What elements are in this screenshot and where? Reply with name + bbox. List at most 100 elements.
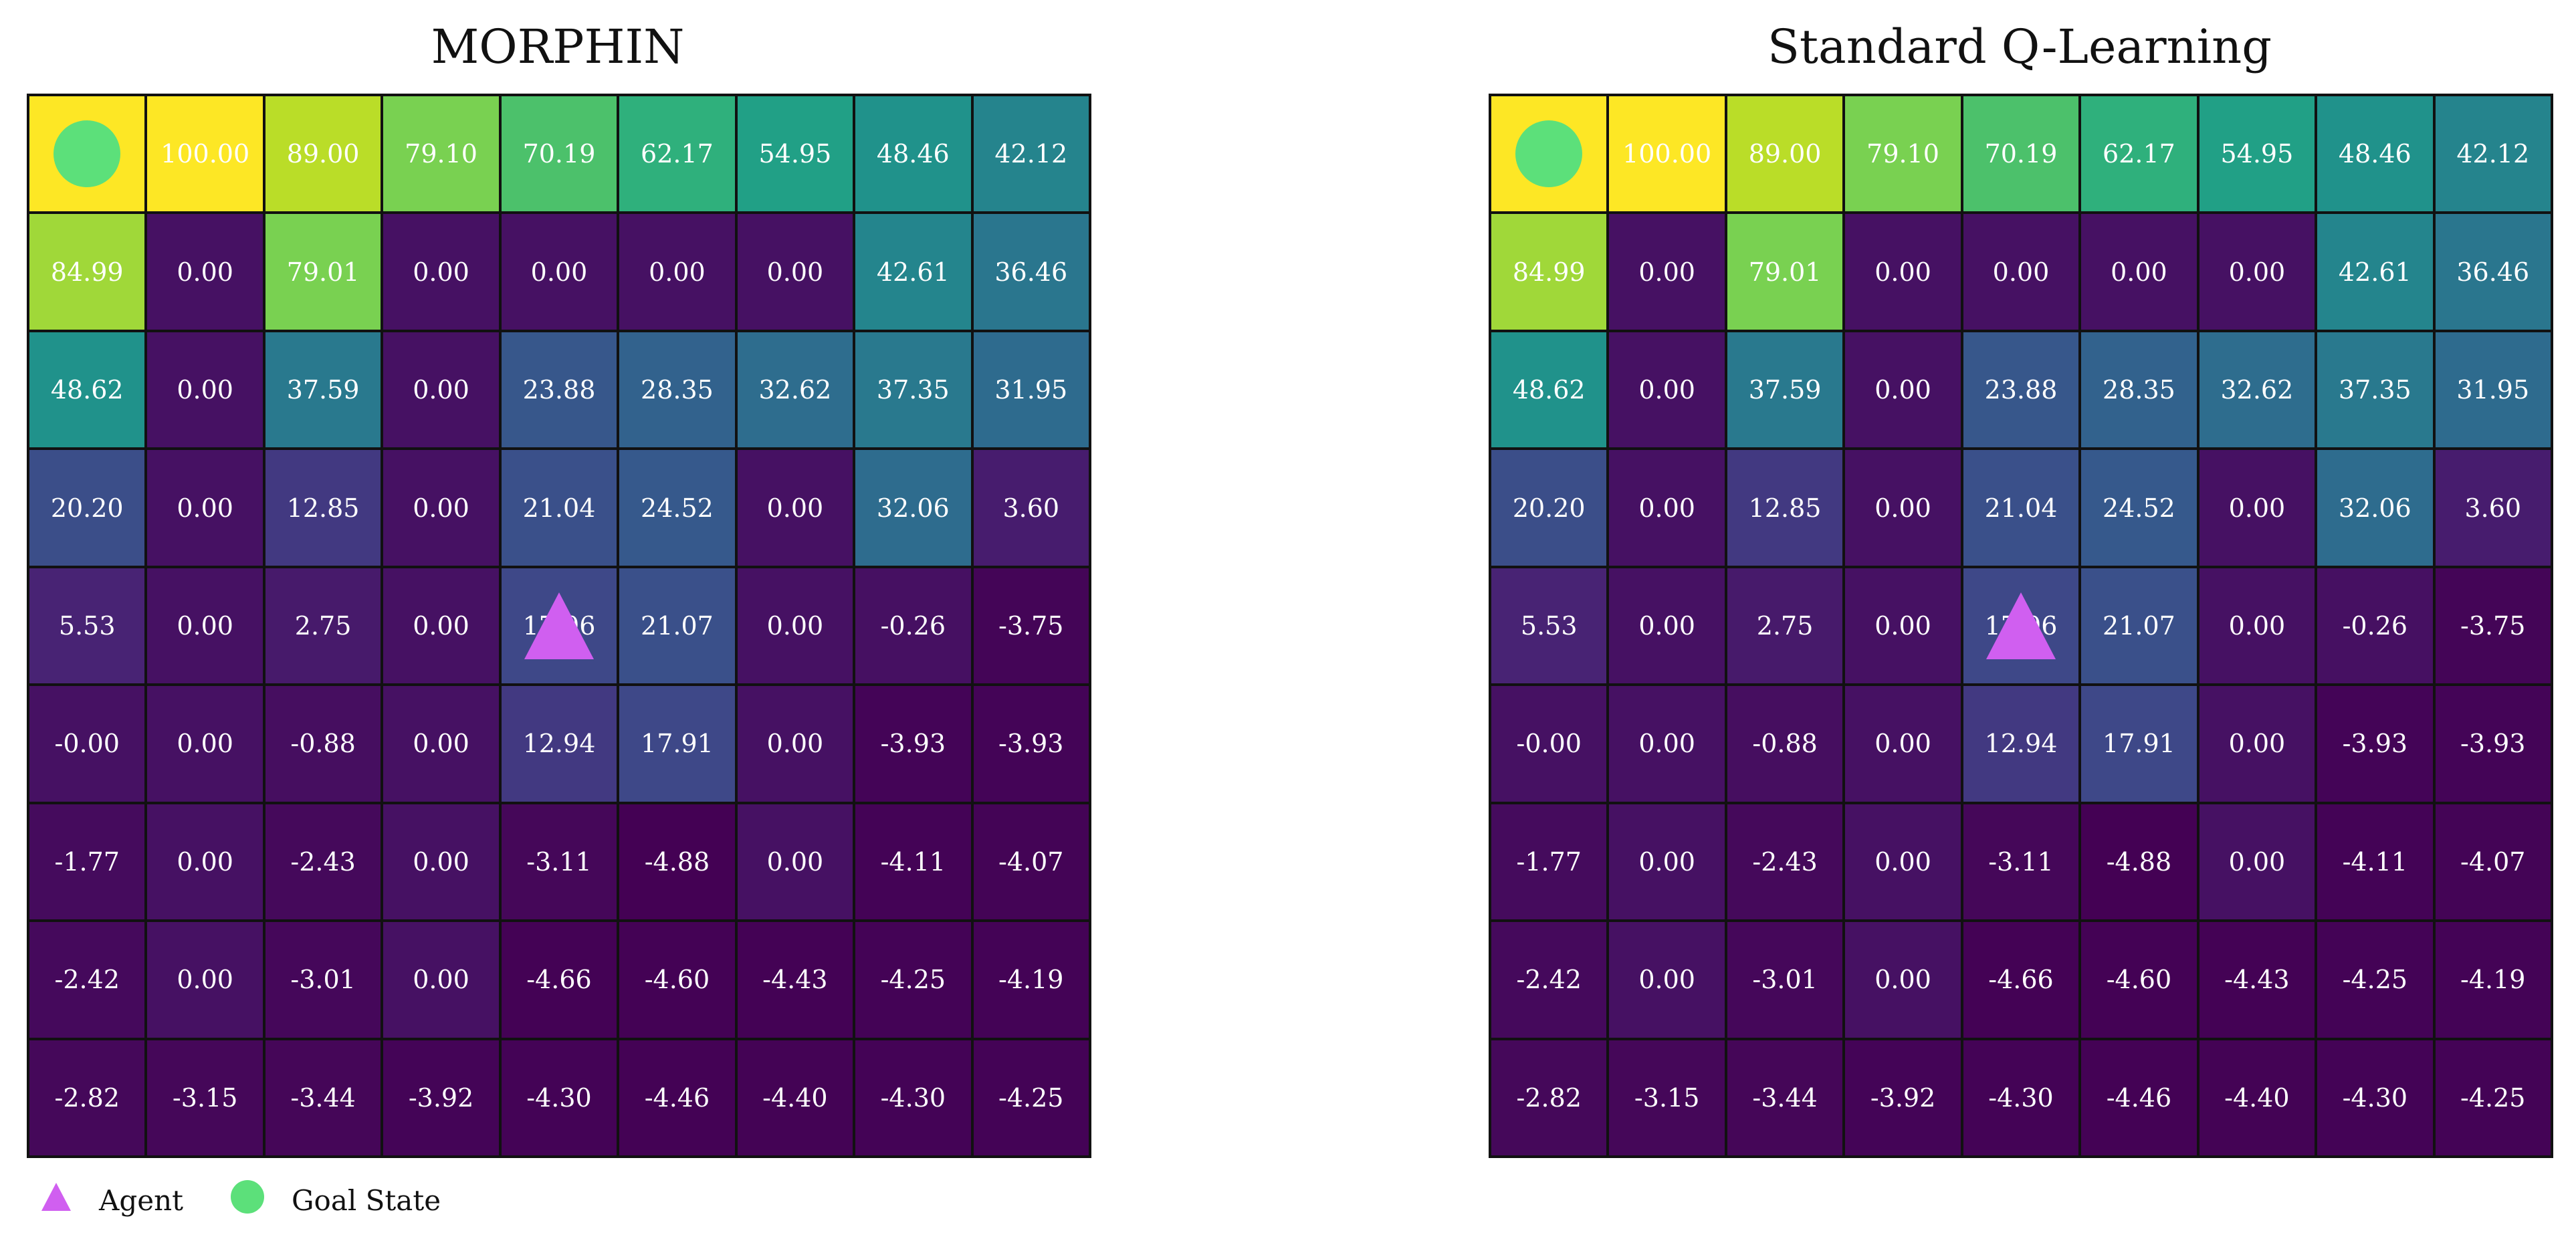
cell-value: -4.66	[1988, 965, 2054, 995]
heatmap-cell: -2.43	[262, 801, 384, 923]
heatmap-cell: 12.85	[1724, 447, 1846, 568]
heatmap-cell: 0.00	[2196, 211, 2318, 332]
heatmap-cell: 20.20	[27, 447, 148, 568]
cell-value: 89.00	[286, 139, 360, 169]
heatmap-cell: 0.00	[1842, 801, 1963, 923]
cell-value: 100.00	[160, 139, 250, 169]
legend-agent: Agent	[40, 1181, 183, 1219]
heatmap-cell: -4.43	[734, 919, 856, 1040]
cell-value: 5.53	[1520, 610, 1578, 641]
heatmap-cell: 17.96	[498, 565, 620, 687]
heatmap-cell: 24.52	[2078, 447, 2199, 568]
heatmap-cell: -4.30	[1960, 1037, 2082, 1158]
cell-value: 32.62	[758, 375, 832, 405]
heatmap-cell: 0.00	[734, 683, 856, 804]
heatmap-cell: -4.07	[2432, 801, 2553, 923]
heatmap-cell: 100.00	[144, 94, 265, 215]
heatmap-cell: 0.00	[2196, 565, 2318, 687]
cell-value: -3.15	[172, 1082, 238, 1113]
cell-value: 48.46	[2338, 139, 2411, 169]
cell-value: -4.88	[2106, 846, 2172, 877]
heatmap-cell: -2.82	[27, 1037, 148, 1158]
triangle-icon	[40, 1181, 72, 1219]
cell-value: -0.00	[1516, 729, 1582, 759]
heatmap-cell: 84.99	[1489, 211, 1610, 332]
heatmap-cell: 37.59	[262, 329, 384, 451]
heatmap-cell: -2.82	[1489, 1037, 1610, 1158]
cell-value: 0.00	[1874, 846, 1931, 877]
heatmap-cell: 0.00	[2196, 447, 2318, 568]
heatmap-cell: 32.06	[2315, 447, 2436, 568]
cell-value: 0.00	[766, 846, 824, 877]
cell-value: 0.00	[1992, 257, 2050, 287]
cell-value: 21.07	[641, 610, 714, 641]
cell-value: 48.62	[1512, 375, 1586, 405]
heatmap-cell: -4.46	[2078, 1037, 2199, 1158]
heatmap-cell: -4.46	[617, 1037, 738, 1158]
cell-value: -4.19	[998, 965, 1064, 995]
heatmap-cell: 12.94	[498, 683, 620, 804]
cell-value: -0.00	[54, 729, 120, 759]
heatmap-cell: -2.42	[1489, 919, 1610, 1040]
heatmap-cell: -4.66	[1960, 919, 2082, 1040]
cell-value: -2.43	[1752, 846, 1818, 877]
heatmap-cell: -1.77	[1489, 801, 1610, 923]
cell-value: 0.00	[1638, 257, 1695, 287]
cell-value: 24.52	[2103, 493, 2175, 523]
cell-value: 23.88	[522, 375, 596, 405]
heatmap-cell: -0.88	[262, 683, 384, 804]
cell-value: -4.25	[998, 1082, 1064, 1113]
cell-value: 42.61	[2338, 257, 2411, 287]
heatmap-cell: -4.25	[853, 919, 974, 1040]
cell-value: 31.95	[2456, 375, 2530, 405]
cell-value: 70.19	[1984, 139, 2058, 169]
cell-value: -4.30	[1988, 1082, 2054, 1113]
cell-value: 0.00	[177, 257, 233, 287]
cell-value: 0.00	[1874, 375, 1931, 405]
cell-value: 79.01	[1748, 257, 1822, 287]
cell-value: 0.00	[177, 493, 233, 523]
heatmap-cell: -0.26	[853, 565, 974, 687]
cell-value: -2.42	[1516, 965, 1582, 995]
cell-value: 0.00	[413, 846, 469, 877]
cell-value: 21.04	[1984, 493, 2058, 523]
cell-value: 0.00	[1874, 729, 1931, 759]
heatmap-cell: -3.92	[381, 1037, 502, 1158]
cell-value: 24.52	[641, 493, 714, 523]
cell-value: -3.44	[1752, 1082, 1818, 1113]
heatmap-cell: 3.60	[2432, 447, 2553, 568]
cell-value: -4.60	[644, 965, 710, 995]
heatmap-cell: 0.00	[381, 919, 502, 1040]
heatmap-cell	[27, 94, 148, 215]
heatmap-cell: -4.19	[2432, 919, 2553, 1040]
heatmap-cell: -4.43	[2196, 919, 2318, 1040]
heatmap-cell: 36.46	[2432, 211, 2553, 332]
cell-value: 79.01	[286, 257, 360, 287]
cell-value: 20.20	[50, 493, 124, 523]
cell-value: 0.00	[1874, 610, 1931, 641]
cell-value: 0.00	[177, 846, 233, 877]
cell-value: 12.85	[286, 493, 360, 523]
heatmap-cell: 0.00	[1960, 211, 2082, 332]
cell-value: -4.11	[2342, 846, 2408, 877]
heatmap-cell: -3.11	[498, 801, 620, 923]
heatmap-cell: 0.00	[734, 211, 856, 332]
heatmap-cell: 21.04	[1960, 447, 2082, 568]
heatmap-cell: -0.00	[27, 683, 148, 804]
cell-value: -4.19	[2460, 965, 2526, 995]
heatmap-cell: 32.06	[853, 447, 974, 568]
heatmap-cell: 17.91	[2078, 683, 2199, 804]
heatmap-cell: 0.00	[1606, 801, 1727, 923]
cell-value: -4.46	[644, 1082, 710, 1113]
cell-value: 0.00	[1638, 375, 1695, 405]
heatmap-cell: 0.00	[381, 211, 502, 332]
cell-value: -0.26	[880, 610, 946, 641]
cell-value: -4.30	[880, 1082, 946, 1113]
cell-value: 0.00	[766, 257, 824, 287]
heatmap-cell: 0.00	[1606, 447, 1727, 568]
cell-value: 2.75	[294, 610, 352, 641]
cell-value: 42.12	[2456, 139, 2530, 169]
cell-value: 0.00	[766, 493, 824, 523]
heatmap-cell: -4.07	[970, 801, 1091, 923]
